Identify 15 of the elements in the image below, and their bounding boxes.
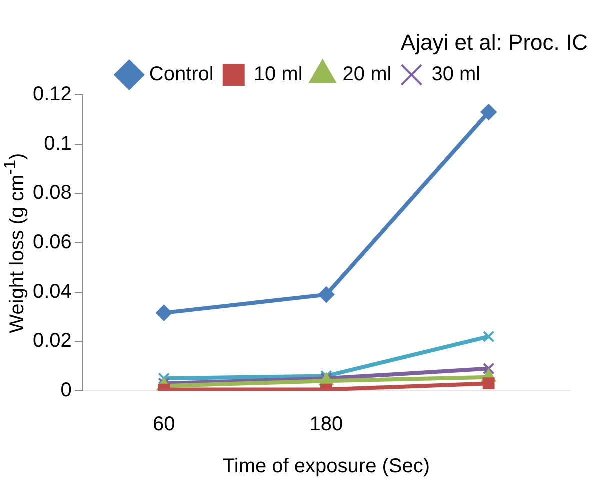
y-tick-label: 0.06 [32,232,72,254]
legend-label: Control [149,64,214,86]
legend-label: 30 ml [432,64,481,86]
y-tick-label: 0.1 [44,132,72,155]
y-tick-label: 0.12 [32,84,72,106]
x-tick-label: 180 [310,414,344,436]
y-tick-label: 0.04 [32,280,72,303]
y-tick-label: 0.02 [32,330,72,352]
y-tick-label: 0 [60,380,72,402]
text: Ajayi et al: Proc. IC [400,30,588,56]
x-axis-title: Time of exposure (Sec) [222,456,430,478]
legend-label: 10 ml [254,64,303,86]
x-tick-label: 60 [152,414,176,436]
legend-label: 20 ml [342,64,392,86]
y-tick-label: 0.08 [32,182,72,204]
